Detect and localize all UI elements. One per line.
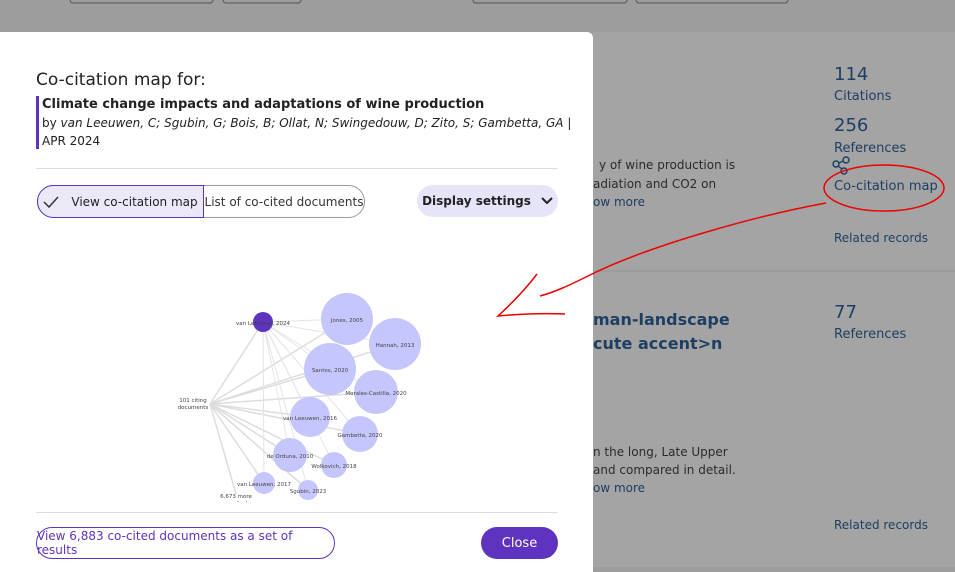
node-label: Gambetta, 2020	[337, 433, 383, 439]
button-label: Close	[501, 535, 538, 551]
node-label: van Leeuwen, 2016	[283, 416, 337, 422]
references-label: References	[834, 327, 907, 342]
divider	[36, 512, 558, 513]
node	[342, 416, 378, 452]
related-records[interactable]: Related records	[834, 518, 928, 532]
edge	[209, 403, 265, 484]
node-label: de Orduna, 2010	[267, 454, 314, 460]
card	[593, 272, 955, 567]
edge	[209, 403, 361, 435]
circle-annotation	[823, 164, 945, 212]
authors: van Leeuwen, C; Sgubin, G; Bois, B; Olla…	[60, 116, 564, 130]
edge	[209, 403, 335, 466]
edge	[262, 321, 265, 484]
node-label: Wolkovich, 2018	[311, 464, 357, 470]
display-settings[interactable]: Display settings	[417, 185, 558, 217]
node	[321, 293, 373, 345]
more-label: 6,673 more	[220, 494, 252, 500]
edge	[262, 321, 335, 466]
tab-label: List of co-cited documents	[204, 194, 364, 209]
edge	[262, 321, 291, 456]
node	[298, 480, 318, 500]
node-label: Morales-Castilla, 2020	[345, 391, 407, 397]
node-label: Hannah, 2013	[376, 343, 415, 349]
edge	[209, 343, 396, 405]
show-more[interactable]: ow more	[593, 195, 646, 209]
top-button	[472, 0, 628, 4]
citing-label: documents	[178, 405, 209, 411]
node	[253, 472, 275, 494]
abstract-line: y of wine production is	[599, 158, 736, 172]
references-count[interactable]: 77	[834, 302, 857, 323]
separator: |	[567, 116, 572, 130]
citing-label: 101 citing	[179, 398, 206, 404]
node	[304, 343, 356, 395]
display-settings-label: Display settings	[422, 194, 531, 208]
edge	[209, 403, 237, 495]
node	[253, 312, 273, 332]
divider	[36, 168, 558, 169]
node	[354, 370, 398, 414]
edge	[209, 321, 264, 405]
node-label: Jones, 2005	[330, 318, 364, 324]
top-button	[635, 0, 789, 4]
record-title-line[interactable]: man-landscape	[593, 310, 730, 329]
by: by	[42, 116, 57, 130]
article-bar	[36, 96, 39, 149]
arrow-head	[495, 273, 566, 317]
citations-count[interactable]: 114	[834, 64, 869, 85]
close-button[interactable]: Close	[481, 527, 558, 559]
top-button	[222, 0, 302, 4]
node	[321, 452, 347, 478]
abstract-line: adiation and CO2 on	[593, 177, 717, 191]
article-title: Climate change impacts and adaptations o…	[42, 97, 485, 112]
tab-active[interactable]: View co-citation map	[37, 185, 204, 218]
tab-label: View co-citation map	[71, 194, 198, 209]
node-label: van Leeuwen, 2017	[237, 482, 291, 488]
show-more[interactable]: ow more	[593, 481, 646, 495]
citations-label: Citations	[834, 89, 892, 104]
node	[273, 438, 307, 472]
date: APR 2024	[42, 134, 101, 148]
edge	[209, 391, 377, 405]
node	[290, 397, 330, 437]
abstract-line: n the long, Late Upper	[593, 445, 728, 459]
top-button	[69, 0, 214, 4]
references-count[interactable]: 256	[834, 115, 869, 136]
record-title-line[interactable]: cute accent>n	[593, 334, 723, 353]
modal: Co-citation map for: Climate change impa…	[0, 32, 593, 572]
node	[369, 318, 421, 370]
button-label: View 6,883 co-cited documents as a set o…	[37, 529, 293, 557]
references-label: References	[834, 141, 907, 156]
co-citation-link[interactable]: Co-citation map	[834, 179, 938, 194]
edge	[209, 318, 348, 405]
co-citation-network: van Leeuwen, 2024 Jones, 2005 Hannah, 2013…	[178, 293, 421, 502]
card	[593, 32, 955, 270]
view-results-button[interactable]: View 6,883 co-cited documents as a set o…	[36, 527, 335, 559]
tab[interactable]: List of co-cited documents	[204, 185, 364, 218]
check-icon	[43, 195, 59, 208]
modal-heading: Co-citation map for:	[36, 70, 206, 90]
more-label: co-cited	[225, 501, 247, 502]
arrow-line	[539, 202, 827, 297]
edge	[209, 403, 309, 491]
node-label: van Leeuwen, 2024	[236, 321, 290, 327]
co-citation-icon	[832, 156, 850, 175]
abstract-line: and compared in detail.	[593, 463, 736, 477]
node-label: Santos, 2020	[312, 368, 349, 374]
node-label: Sgubin, 2023	[290, 489, 327, 495]
chevron	[541, 197, 553, 205]
related-records[interactable]: Related records	[834, 231, 928, 245]
